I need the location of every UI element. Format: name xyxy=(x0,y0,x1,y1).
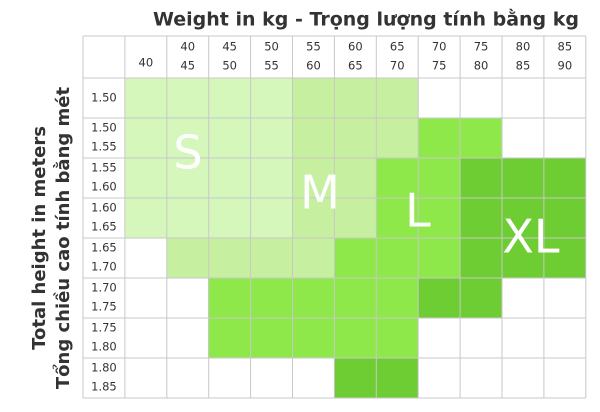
row-header: 1.65 xyxy=(91,220,117,234)
row-header: 1.75 xyxy=(91,321,117,335)
size-label: S xyxy=(173,126,202,180)
column-header: 85 xyxy=(558,40,573,54)
y-axis-title: Total height in meters xyxy=(29,126,50,350)
title: Weight in kg - Trọng lượng tính bằng kg xyxy=(153,8,579,31)
column-header: 75 xyxy=(432,59,447,73)
column-header: 85 xyxy=(516,59,531,73)
column-header: 75 xyxy=(474,40,489,54)
column-header: 40 xyxy=(180,40,195,54)
row-header: 1.75 xyxy=(91,300,117,314)
column-header: 90 xyxy=(558,59,573,73)
column-header: 70 xyxy=(390,59,405,73)
column-header: 60 xyxy=(348,40,363,54)
column-header: 60 xyxy=(306,59,321,73)
column-header: 40 xyxy=(139,56,154,70)
grid xyxy=(82,35,587,399)
column-header: 50 xyxy=(222,59,237,73)
y-axis-title: Tổng chiều cao tính bằng mét xyxy=(52,86,74,389)
row-header: 1.55 xyxy=(91,140,117,154)
column-header: 65 xyxy=(348,59,363,73)
row-header: 1.80 xyxy=(91,340,117,354)
column-header: 80 xyxy=(516,40,531,54)
row-header: 1.70 xyxy=(91,281,117,295)
size-label: XL xyxy=(502,210,560,264)
row-header: 1.60 xyxy=(91,201,117,215)
column-header: 55 xyxy=(264,59,279,73)
size-label: M xyxy=(300,166,340,220)
column-header: 80 xyxy=(474,59,489,73)
row-header: 1.85 xyxy=(91,380,117,394)
row-header: 1.80 xyxy=(91,361,117,375)
row-header: 1.60 xyxy=(91,180,117,194)
column-header: 45 xyxy=(222,40,237,54)
row-header: 1.50 xyxy=(91,91,117,105)
row-header: 1.65 xyxy=(91,241,117,255)
column-header: 55 xyxy=(306,40,321,54)
row-header: 1.50 xyxy=(91,121,117,135)
row-header: 1.55 xyxy=(91,161,117,175)
row-header: 1.70 xyxy=(91,260,117,274)
column-header: 65 xyxy=(390,40,405,54)
size-label: L xyxy=(405,184,431,238)
column-header: 45 xyxy=(180,59,195,73)
column-header: 50 xyxy=(264,40,279,54)
column-header: 70 xyxy=(432,40,447,54)
